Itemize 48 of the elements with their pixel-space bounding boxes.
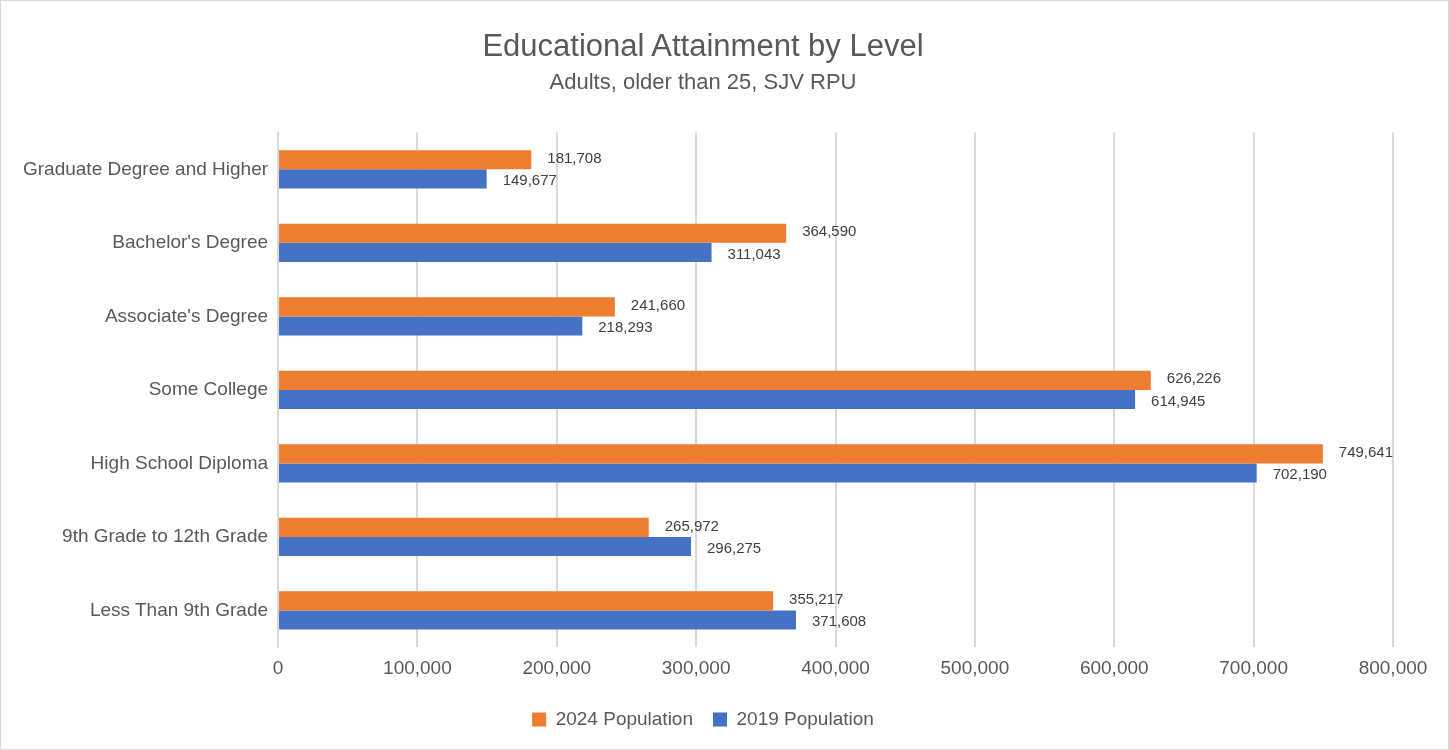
x-tick-label: 500,000 xyxy=(940,656,1010,678)
bar xyxy=(279,223,787,243)
y-tick-label: 9th Grade to 12th Grade xyxy=(62,525,269,547)
bar xyxy=(279,444,1323,464)
y-tick-label: Bachelor's Degree xyxy=(112,231,269,253)
bar xyxy=(279,242,712,262)
bar xyxy=(279,591,774,611)
data-label: 355,217 xyxy=(789,590,844,608)
data-label: 614,945 xyxy=(1151,391,1206,409)
x-tick-label: 300,000 xyxy=(661,656,731,678)
bar xyxy=(279,463,1257,483)
data-label: 181,708 xyxy=(547,148,602,166)
data-label: 149,677 xyxy=(502,171,557,189)
x-tick-label: 600,000 xyxy=(1079,656,1149,678)
bar xyxy=(279,389,1136,410)
bar xyxy=(279,297,615,317)
bar xyxy=(279,150,532,170)
x-tick-label: 800,000 xyxy=(1358,656,1428,678)
bar xyxy=(279,316,583,336)
y-tick-label: Some College xyxy=(148,378,269,400)
data-label: 364,590 xyxy=(802,222,857,240)
x-tick-label: 400,000 xyxy=(801,656,870,678)
x-tick-label: 200,000 xyxy=(522,656,592,678)
bar xyxy=(279,370,1151,390)
data-label: 626,226 xyxy=(1166,369,1222,387)
y-tick-label: Associate's Degree xyxy=(104,304,269,326)
data-label: 371,608 xyxy=(811,612,867,630)
bar xyxy=(279,517,649,537)
y-tick-label: Less Than 9th Grade xyxy=(89,598,269,620)
y-tick-label: High School Diploma xyxy=(90,451,269,473)
x-tick-label: 0 xyxy=(272,656,284,678)
data-label: 265,972 xyxy=(664,516,719,534)
bar xyxy=(279,169,487,189)
y-tick-label: Graduate Degree and Higher xyxy=(23,157,269,179)
data-label: 749,641 xyxy=(1338,443,1394,460)
legend-label: 2019 Population xyxy=(736,707,874,729)
data-label: 218,293 xyxy=(598,318,653,336)
data-label: 296,275 xyxy=(706,538,762,556)
data-label: 311,043 xyxy=(727,244,781,262)
x-tick-label: 700,000 xyxy=(1219,656,1288,678)
bar xyxy=(279,536,691,557)
bar xyxy=(279,610,796,630)
data-label: 241,660 xyxy=(630,295,686,313)
legend-label: 2024 Population xyxy=(555,707,693,729)
chart-title: Educational Attainment by Level xyxy=(482,28,924,64)
data-label: 702,190 xyxy=(1272,465,1327,483)
chart-subtitle: Adults, older than 25, SJV RPU xyxy=(549,69,857,95)
x-tick-label: 100,000 xyxy=(383,656,452,678)
